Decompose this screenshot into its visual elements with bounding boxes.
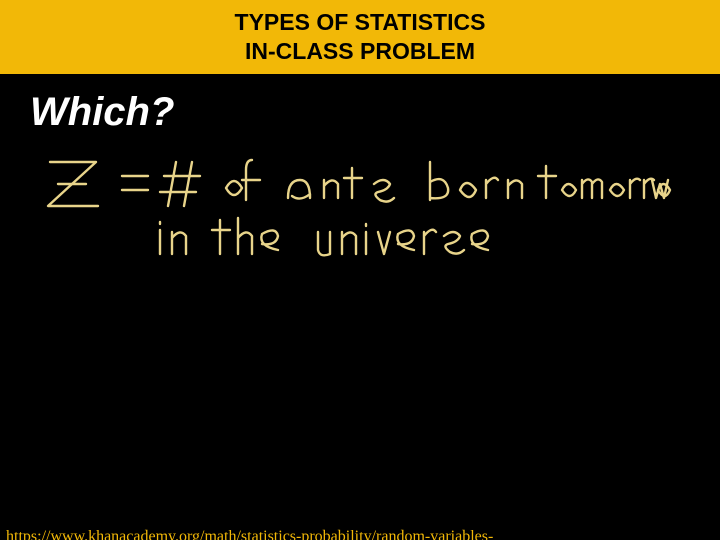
question-heading: Which? [30,90,720,135]
handwriting-svg [30,150,678,270]
handwriting-board [30,150,678,270]
title-banner: TYPES OF STATISTICS IN-CLASS PROBLEM [0,0,720,74]
banner-line-1: TYPES OF STATISTICS [235,8,486,37]
banner-line-2: IN-CLASS PROBLEM [245,37,475,66]
source-link[interactable]: https://www.khanacademy.org/math/statist… [6,528,493,540]
